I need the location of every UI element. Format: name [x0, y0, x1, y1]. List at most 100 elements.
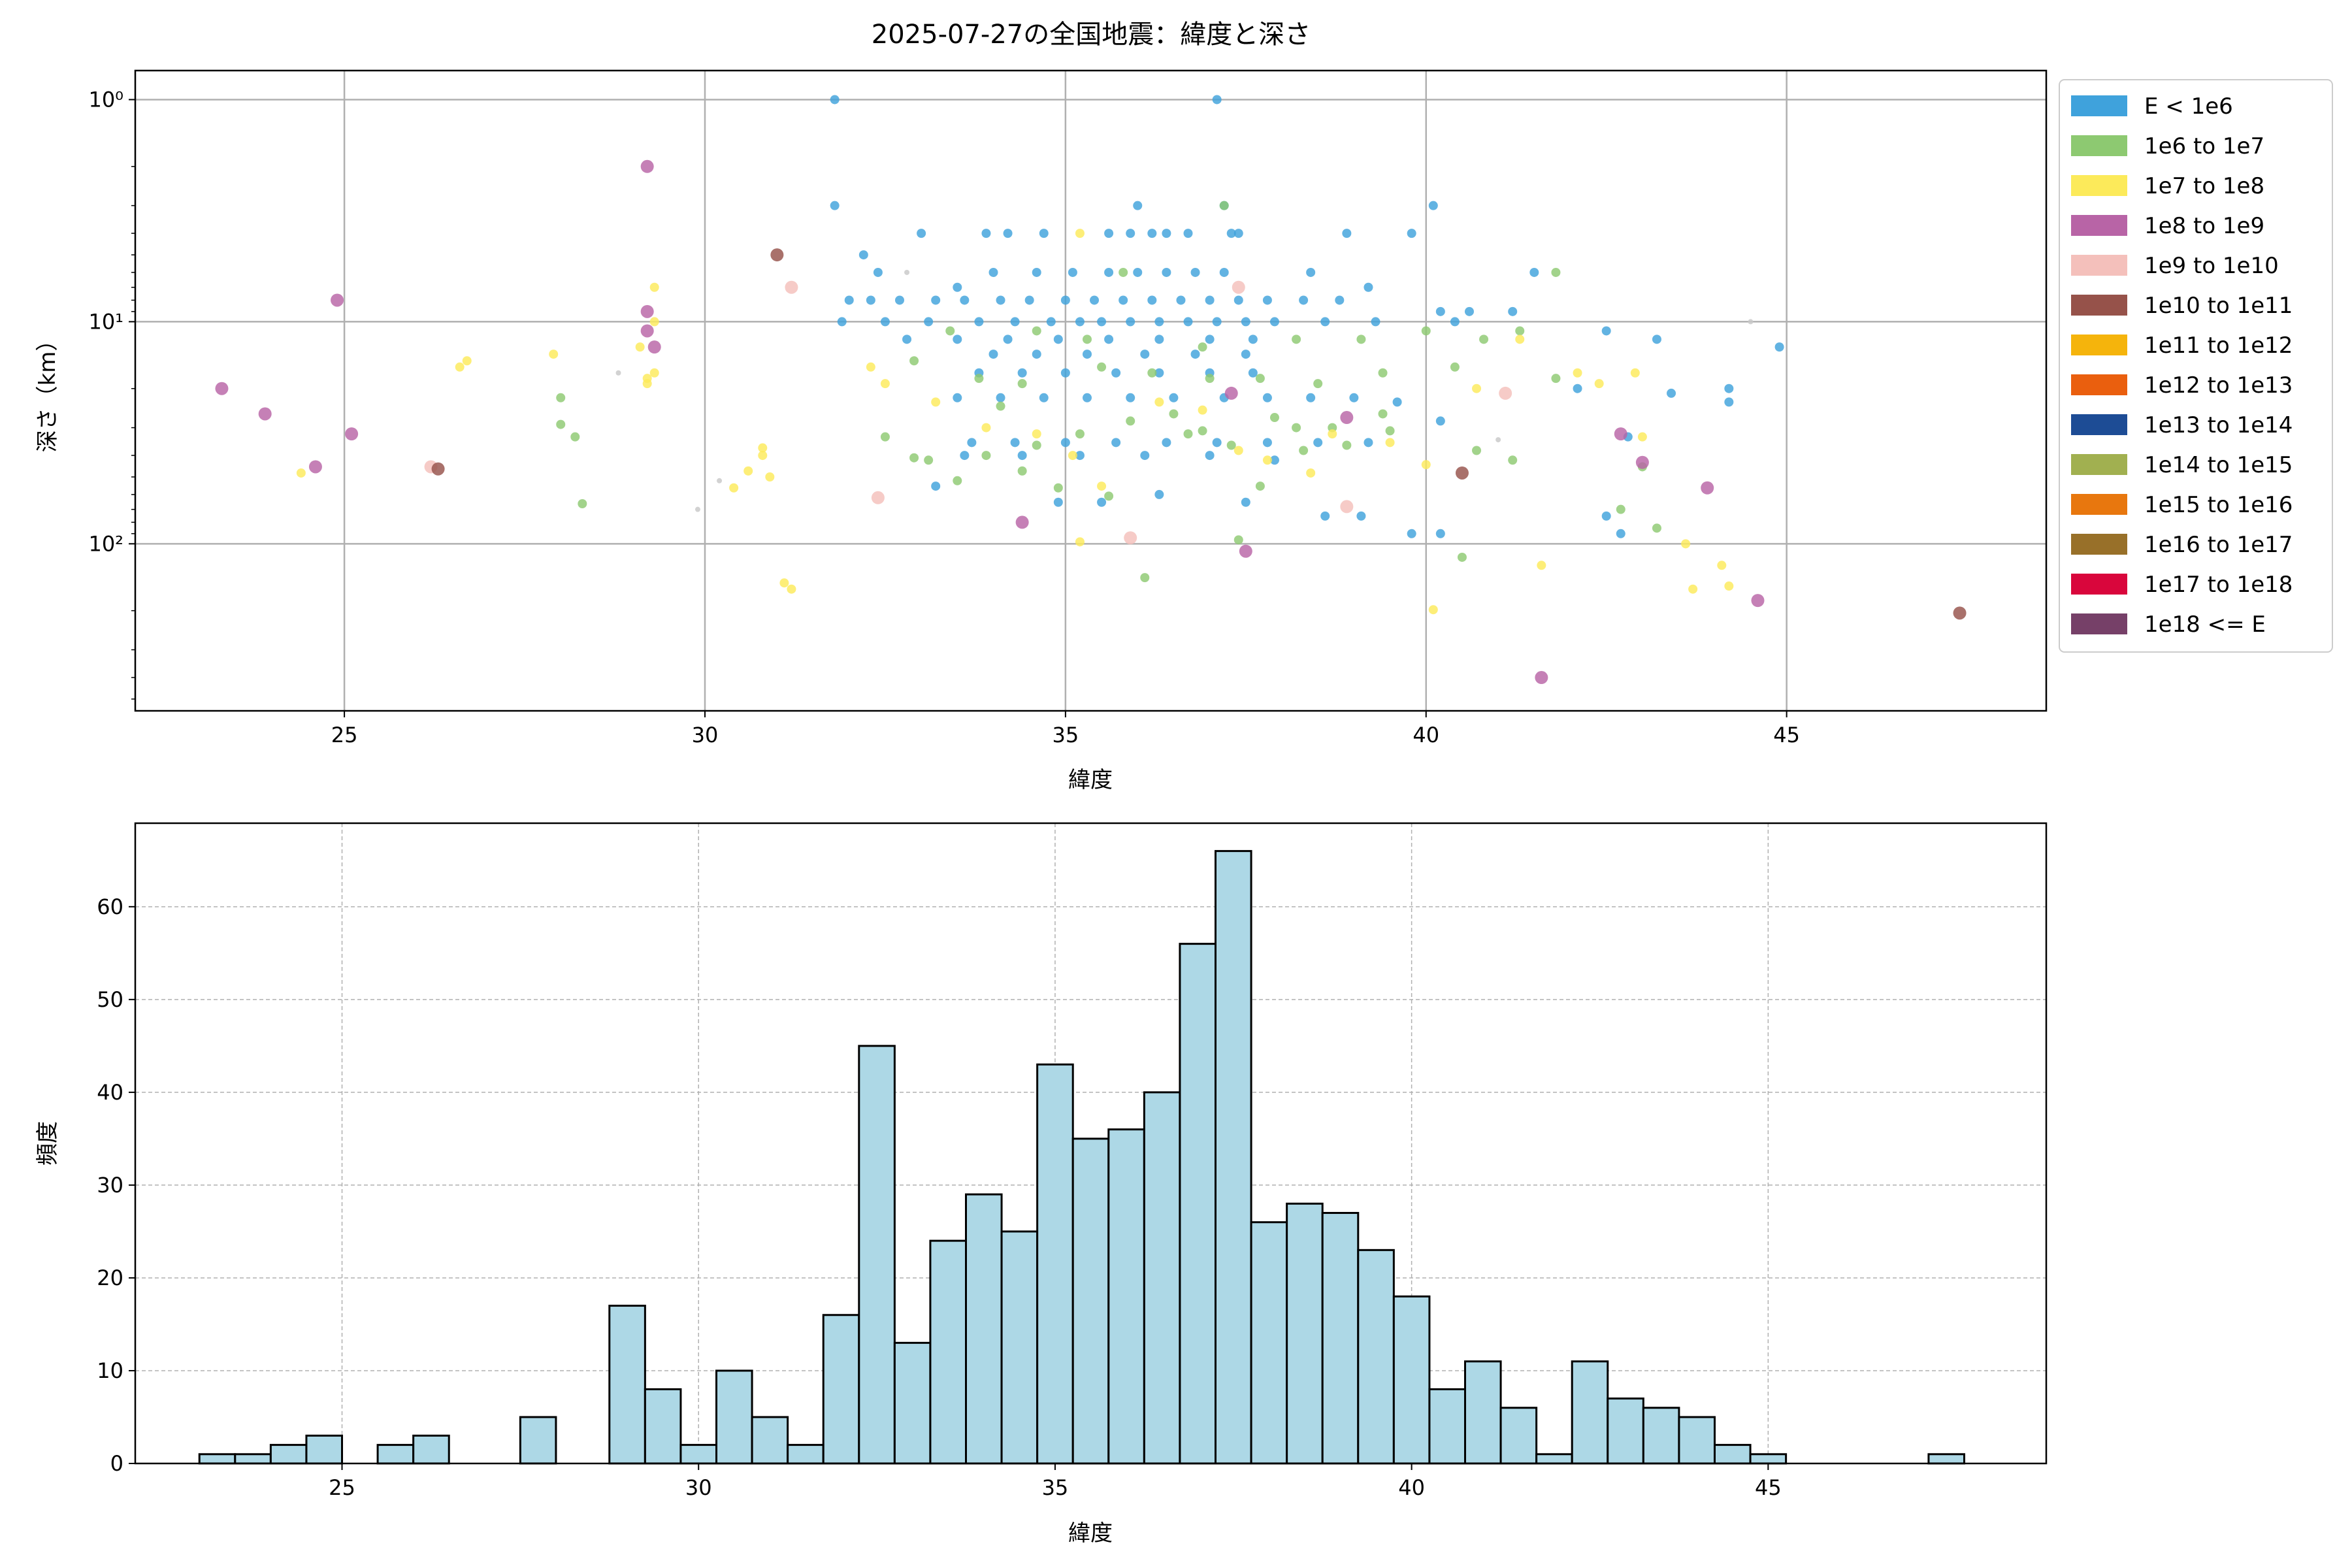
scatter-point [1068, 451, 1077, 461]
scatter-point [1616, 504, 1625, 514]
scatter-point [640, 304, 654, 318]
scatter-point [873, 267, 883, 277]
histogram-bar [1607, 1397, 1644, 1465]
scatter-point [1015, 515, 1029, 529]
scatter-point [642, 379, 652, 389]
scatter-point [1573, 368, 1582, 378]
histogram-bar [965, 1193, 1003, 1465]
scatter-point [1306, 393, 1316, 402]
scatter-point [455, 362, 465, 372]
scatter-point [1169, 393, 1179, 402]
histogram-bar [1250, 1221, 1288, 1465]
scatter-point [1133, 267, 1143, 277]
histogram-ytick-label: 10 [97, 1358, 123, 1383]
scatter-point [1262, 455, 1272, 465]
histogram-bar [751, 1416, 789, 1465]
scatter-point [556, 419, 566, 429]
scatter-point [1075, 429, 1085, 439]
legend-label: 1e10 to 1e11 [2144, 293, 2293, 319]
scatter-point [1255, 482, 1265, 491]
scatter-point [1010, 317, 1020, 327]
legend: E < 1e6 1e6 to 1e7 1e7 to 1e8 1e8 to 1e9 1e9… [2059, 79, 2333, 653]
scatter-point [996, 393, 1005, 402]
histogram-bar [1463, 1360, 1502, 1465]
scatter-point [931, 397, 941, 407]
scatter-point [1046, 317, 1056, 327]
histogram-bar [715, 1369, 753, 1465]
histogram-frame [134, 822, 2048, 1465]
scatter-point [1392, 397, 1402, 407]
scatter-point [1224, 386, 1238, 400]
scatter-point [1126, 229, 1135, 238]
scatter-point [1003, 229, 1013, 238]
scatter-point [1039, 229, 1049, 238]
scatter-point [1126, 317, 1135, 327]
scatter-point [1751, 594, 1765, 608]
histogram-bar [858, 1045, 896, 1465]
scatter-point [1499, 386, 1512, 400]
scatter-point [1774, 342, 1784, 352]
histogram-xtick-label: 30 [685, 1475, 712, 1500]
scatter-point [866, 362, 875, 372]
scatter-point [1075, 317, 1085, 327]
scatter-point [1551, 374, 1561, 384]
scatter-point [1198, 342, 1207, 352]
scatter-point [1269, 317, 1279, 327]
scatter-frame [134, 69, 2048, 712]
scatter-point [981, 229, 991, 238]
scatter-point [1119, 267, 1128, 277]
scatter-point [1154, 317, 1164, 327]
histogram-bar [1499, 1407, 1538, 1465]
scatter-point [1097, 482, 1107, 491]
scatter-point [1616, 529, 1625, 538]
scatter-point [988, 267, 998, 277]
scatter-point [1233, 446, 1243, 455]
legend-label: 1e17 to 1e18 [2144, 572, 2293, 598]
scatter-point [1205, 295, 1215, 305]
legend-swatch [2071, 454, 2127, 475]
scatter-point [1428, 201, 1438, 210]
scatter-point [960, 451, 970, 461]
scatter-point [837, 317, 847, 327]
scatter-point [1306, 468, 1316, 478]
scatter-point [1126, 393, 1135, 402]
histogram-xtick-label: 25 [329, 1475, 355, 1500]
scatter-point [1053, 483, 1063, 493]
scatter-point [1241, 497, 1250, 507]
scatter-point [981, 423, 991, 433]
scatter-point [931, 295, 941, 305]
scatter-point [924, 455, 934, 465]
legend-label: 1e18 <= E [2144, 612, 2266, 638]
scatter-point [1104, 267, 1114, 277]
scatter-xtick-label: 40 [1413, 723, 1439, 747]
scatter-point [1335, 295, 1345, 305]
scatter-point [1233, 535, 1243, 545]
scatter-point [1233, 229, 1243, 238]
scatter-point [1342, 440, 1352, 450]
scatter-point [779, 578, 789, 588]
legend-label: 1e6 to 1e7 [2144, 133, 2264, 159]
histogram-bar [412, 1434, 450, 1465]
histogram-bar [929, 1239, 968, 1465]
scatter-point [1032, 350, 1041, 359]
scatter-point [1378, 409, 1388, 419]
scatter-point [1320, 317, 1330, 327]
scatter-point [1003, 335, 1013, 344]
scatter-point [1407, 229, 1416, 238]
histogram-bar [1428, 1388, 1466, 1465]
scatter-point [1154, 368, 1164, 378]
histogram-ytick-label: 0 [110, 1451, 123, 1476]
scatter-point [570, 432, 580, 442]
scatter-point [331, 293, 344, 307]
scatter-point [1017, 379, 1027, 389]
scatter-point [1017, 466, 1027, 476]
legend-label: 1e7 to 1e8 [2144, 173, 2264, 199]
histogram-ylabel: 頻度 [35, 1121, 61, 1166]
scatter-point [1356, 335, 1366, 344]
histogram-xtick-label: 35 [1042, 1475, 1069, 1500]
scatter-point [717, 478, 723, 483]
scatter-point [953, 393, 962, 402]
scatter-point [765, 472, 775, 482]
scatter-point [1635, 455, 1649, 469]
scatter-point [1407, 529, 1416, 538]
